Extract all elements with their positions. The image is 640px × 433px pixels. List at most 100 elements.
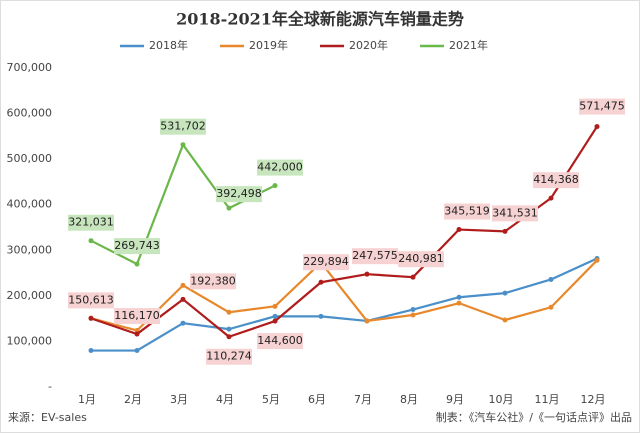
data-label: 240,981: [398, 252, 444, 265]
legend-label: 2018年: [149, 38, 188, 52]
data-label: 345,519: [444, 205, 490, 218]
point: [272, 318, 278, 324]
point: [502, 290, 508, 296]
label-box: [114, 308, 160, 325]
label-box: [303, 254, 349, 271]
chart-title: 2018-2021年全球新能源汽车销量走势: [176, 10, 464, 29]
point: [88, 238, 94, 244]
point: [272, 183, 278, 189]
label-box: [68, 292, 114, 309]
data-label: 116,170: [114, 309, 160, 322]
point: [88, 315, 94, 321]
y-tick-label: 100,000: [7, 334, 53, 347]
series-line: [91, 257, 598, 352]
point: [456, 227, 462, 233]
label-box: [579, 98, 625, 115]
point: [548, 195, 554, 201]
data-label: 247,575: [352, 249, 398, 262]
data-label: 414,368: [533, 173, 579, 186]
data-label: 531,702: [160, 120, 206, 133]
x-tick-label: 5月: [262, 393, 280, 406]
label-box: [190, 273, 236, 290]
y-tick-label: 600,000: [7, 107, 53, 120]
label-box: [160, 118, 206, 135]
label-box: [398, 251, 444, 268]
point: [548, 304, 554, 310]
point: [226, 309, 232, 315]
data-label: 442,000: [257, 161, 303, 174]
x-tick-label: 11月: [535, 393, 560, 406]
y-tick-label: 200,000: [7, 289, 53, 302]
point: [272, 303, 278, 309]
legend-label: 2019年: [249, 38, 288, 52]
point: [364, 318, 370, 324]
x-tick-label: 8月: [400, 393, 418, 406]
point: [594, 257, 600, 263]
x-tick-label: 6月: [308, 393, 326, 406]
legend-label: 2021年: [449, 38, 488, 52]
point: [226, 326, 232, 332]
data-label: 269,743: [114, 239, 160, 252]
data-label: 392,498: [216, 187, 262, 200]
point: [410, 307, 416, 313]
x-tick-label: 3月: [170, 393, 188, 406]
point: [226, 205, 232, 211]
point: [410, 274, 416, 280]
x-tick-label: 2月: [124, 393, 142, 406]
credit: 制表：《汽车公社》/《一句话点评》出品: [436, 410, 632, 424]
point: [180, 282, 186, 288]
x-tick-label: 4月: [216, 393, 234, 406]
label-box: [114, 238, 160, 255]
label-box: [444, 203, 490, 220]
point: [226, 334, 232, 340]
x-tick-label: 1月: [78, 393, 96, 406]
y-tick-label: 700,000: [7, 61, 53, 74]
series-line: [90, 259, 598, 332]
x-tick-label: 10月: [489, 393, 514, 406]
data-label: 192,380: [190, 274, 236, 287]
point: [134, 261, 140, 267]
data-label: 229,894: [303, 255, 349, 268]
point: [180, 142, 186, 148]
x-tick-label: 9月: [446, 393, 464, 406]
label-box: [68, 214, 114, 231]
label-box: [257, 333, 303, 350]
label-box: [257, 159, 303, 176]
data-label: 571,475: [579, 100, 625, 113]
point: [548, 276, 554, 282]
label-box: [352, 248, 398, 265]
point: [180, 320, 186, 326]
point: [502, 228, 508, 234]
label-box: [533, 172, 579, 189]
label-box: [206, 348, 252, 365]
data-label: 150,613: [68, 293, 114, 306]
y-tick-label: -: [48, 380, 52, 393]
point: [318, 279, 324, 285]
point: [502, 317, 508, 323]
point: [410, 312, 416, 318]
data-label: 110,274: [206, 350, 252, 363]
series-line: [90, 125, 598, 338]
point: [364, 271, 370, 277]
y-tick-label: 300,000: [7, 243, 53, 256]
point: [594, 124, 600, 130]
data-label: 341,531: [492, 206, 538, 219]
data-label: 321,031: [68, 216, 114, 229]
point: [134, 348, 140, 354]
point: [134, 331, 140, 337]
point: [318, 313, 324, 319]
y-tick-label: 400,000: [7, 198, 53, 211]
source: 来源：EV-sales: [8, 410, 87, 424]
legend-label: 2020年: [349, 38, 388, 52]
point: [456, 300, 462, 306]
x-tick-label: 7月: [354, 393, 372, 406]
point: [180, 296, 186, 302]
point: [272, 313, 278, 319]
point: [456, 294, 462, 300]
label-box: [492, 205, 538, 222]
data-label: 144,600: [257, 334, 303, 347]
label-box: [216, 186, 262, 203]
x-tick-label: 12月: [581, 393, 606, 406]
y-tick-label: 500,000: [7, 152, 53, 165]
